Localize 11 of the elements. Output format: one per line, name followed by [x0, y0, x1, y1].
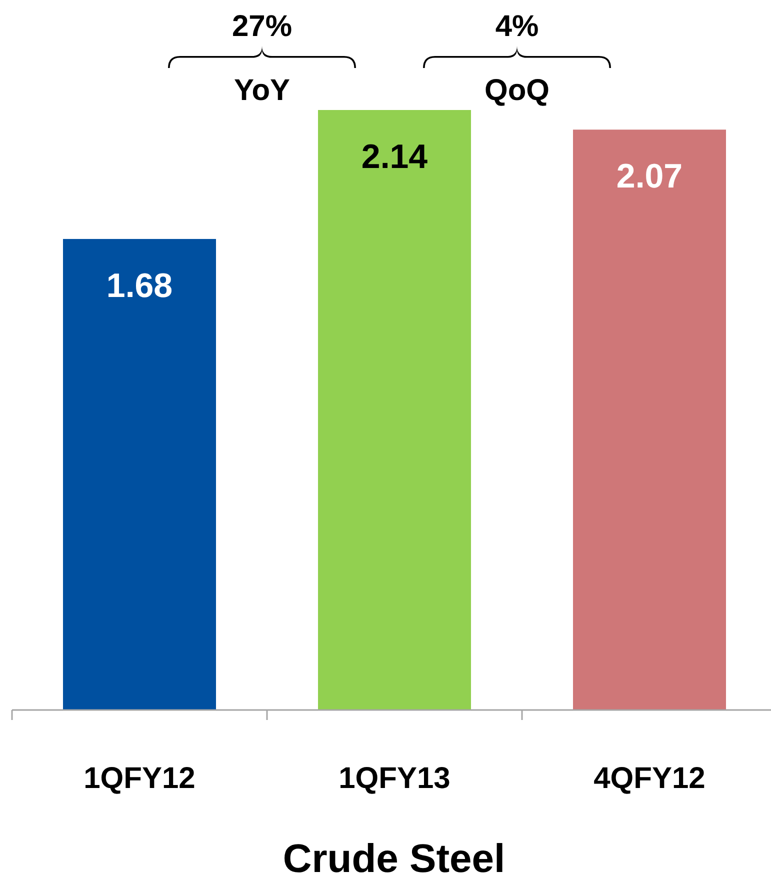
- x-tick-label: 1QFY12: [84, 762, 196, 795]
- text: YoY: [234, 74, 290, 107]
- text: 27%: [232, 10, 292, 43]
- data-label: 1.68: [106, 266, 173, 305]
- text: QoQ: [484, 74, 550, 107]
- x-tick-label: 1QFY13: [338, 762, 450, 795]
- x-tick-label: 4QFY12: [594, 762, 706, 795]
- text: 4%: [495, 10, 539, 43]
- x-axis-title: Crude Steel: [282, 837, 506, 879]
- data-label: 2.14: [361, 138, 428, 176]
- data-label: 2.07: [616, 158, 683, 196]
